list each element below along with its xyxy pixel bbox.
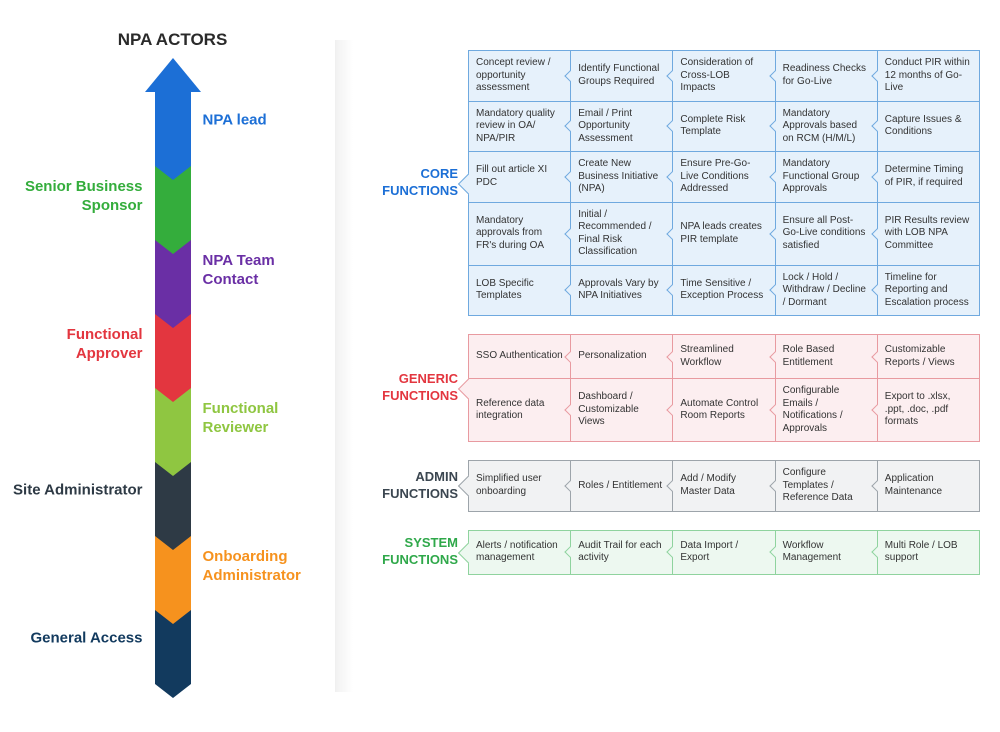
function-cell: Roles / Entitlement: [571, 461, 673, 512]
actor-label: NPA Team Contact: [203, 252, 333, 290]
function-cell: Personalization: [571, 335, 673, 379]
function-cell: LOB Specific Templates: [469, 266, 571, 317]
function-cell: Workflow Management: [776, 531, 878, 575]
function-cell: Consideration of Cross-LOB Impacts: [673, 51, 775, 102]
function-cell: Approvals Vary by NPA Initiatives: [571, 266, 673, 317]
function-cell: Lock / Hold / Withdraw / Decline / Dorma…: [776, 266, 878, 317]
function-grid: Alerts / notification managementAudit Tr…: [468, 530, 980, 575]
function-cell: Add / Modify Master Data: [673, 461, 775, 512]
actors-arrow-stack: NPA lead Senior Business Sponsor NPA Team …: [10, 58, 335, 688]
actors-panel: NPA ACTORS NPA lead Senior Business Spons…: [10, 30, 335, 702]
function-grid: Concept review / opportunity assessmentI…: [468, 50, 980, 316]
function-cell: Automate Control Room Reports: [673, 379, 775, 442]
actor-label: General Access: [13, 630, 143, 649]
function-block-title: GENERIC FUNCTIONS: [363, 371, 468, 405]
arrow-head: [145, 58, 201, 92]
function-cell: Ensure all Post-Go-Live conditions satis…: [776, 203, 878, 266]
function-cell: Configurable Emails / Notifications / Ap…: [776, 379, 878, 442]
function-block: CORE FUNCTIONSConcept review / opportuni…: [363, 50, 980, 316]
actor-label: Senior Business Sponsor: [13, 178, 143, 216]
function-cell: Customizable Reports / Views: [878, 335, 980, 379]
function-cell: Mandatory approvals from FR's during OA: [469, 203, 571, 266]
function-cell: Audit Trail for each activity: [571, 531, 673, 575]
function-cell: Identify Functional Groups Required: [571, 51, 673, 102]
function-cell: Configure Templates / Reference Data: [776, 461, 878, 512]
function-cell: Export to .xlsx, .ppt, .doc, .pdf format…: [878, 379, 980, 442]
actor-label: NPA lead: [203, 112, 333, 131]
function-cell: Email / Print Opportunity Assessment: [571, 102, 673, 153]
function-cell: Capture Issues & Conditions: [878, 102, 980, 153]
function-cell: Ensure Pre-Go-Live Conditions Addressed: [673, 152, 775, 203]
function-cell: Time Sensitive / Exception Process: [673, 266, 775, 317]
function-cell: Mandatory Functional Group Approvals: [776, 152, 878, 203]
function-cell: SSO Authentication: [469, 335, 571, 379]
function-cell: Application Maintenance: [878, 461, 980, 512]
function-cell: Streamlined Workflow: [673, 335, 775, 379]
functions-panel: CORE FUNCTIONSConcept review / opportuni…: [363, 30, 980, 702]
function-cell: Simplified user onboarding: [469, 461, 571, 512]
function-cell: Readiness Checks for Go-Live: [776, 51, 878, 102]
actor-label: Functional Reviewer: [203, 400, 333, 438]
function-block-title: ADMIN FUNCTIONS: [363, 469, 468, 503]
function-cell: Data Import / Export: [673, 531, 775, 575]
function-block: SYSTEM FUNCTIONSAlerts / notification ma…: [363, 530, 980, 575]
function-cell: Fill out article XI PDC: [469, 152, 571, 203]
function-cell: Complete Risk Template: [673, 102, 775, 153]
actor-label: Functional Approver: [13, 326, 143, 364]
function-cell: Conduct PIR within 12 months of Go-Live: [878, 51, 980, 102]
panel-divider: [335, 40, 353, 692]
actors-title: NPA ACTORS: [10, 30, 335, 50]
function-block: ADMIN FUNCTIONSSimplified user onboardin…: [363, 460, 980, 512]
arrow-column: [155, 58, 191, 688]
function-grid: Simplified user onboardingRoles / Entitl…: [468, 460, 980, 512]
function-cell: Mandatory Approvals based on RCM (H/M/L): [776, 102, 878, 153]
function-cell: Mandatory quality review in OA/ NPA/PIR: [469, 102, 571, 153]
function-cell: Reference data integration: [469, 379, 571, 442]
function-block-title: CORE FUNCTIONS: [363, 166, 468, 200]
function-cell: NPA leads creates PIR template: [673, 203, 775, 266]
diagram-container: NPA ACTORS NPA lead Senior Business Spons…: [0, 0, 1000, 732]
function-cell: Dashboard / Customizable Views: [571, 379, 673, 442]
function-cell: Initial / Recommended / Final Risk Class…: [571, 203, 673, 266]
arrow-segment: [155, 92, 191, 166]
function-cell: Concept review / opportunity assessment: [469, 51, 571, 102]
function-cell: Role Based Entitlement: [776, 335, 878, 379]
function-block: GENERIC FUNCTIONSSSO AuthenticationPerso…: [363, 334, 980, 442]
function-cell: Timeline for Reporting and Escalation pr…: [878, 266, 980, 317]
actor-label: Site Administrator: [13, 482, 143, 501]
function-cell: Create New Business Initiative (NPA): [571, 152, 673, 203]
function-cell: PIR Results review with LOB NPA Committe…: [878, 203, 980, 266]
function-cell: Alerts / notification management: [469, 531, 571, 575]
actor-label: Onboarding Administrator: [203, 548, 333, 586]
function-grid: SSO AuthenticationPersonalizationStreaml…: [468, 334, 980, 442]
function-cell: Determine Timing of PIR, if required: [878, 152, 980, 203]
function-block-title: SYSTEM FUNCTIONS: [363, 535, 468, 569]
function-cell: Multi Role / LOB support: [878, 531, 980, 575]
